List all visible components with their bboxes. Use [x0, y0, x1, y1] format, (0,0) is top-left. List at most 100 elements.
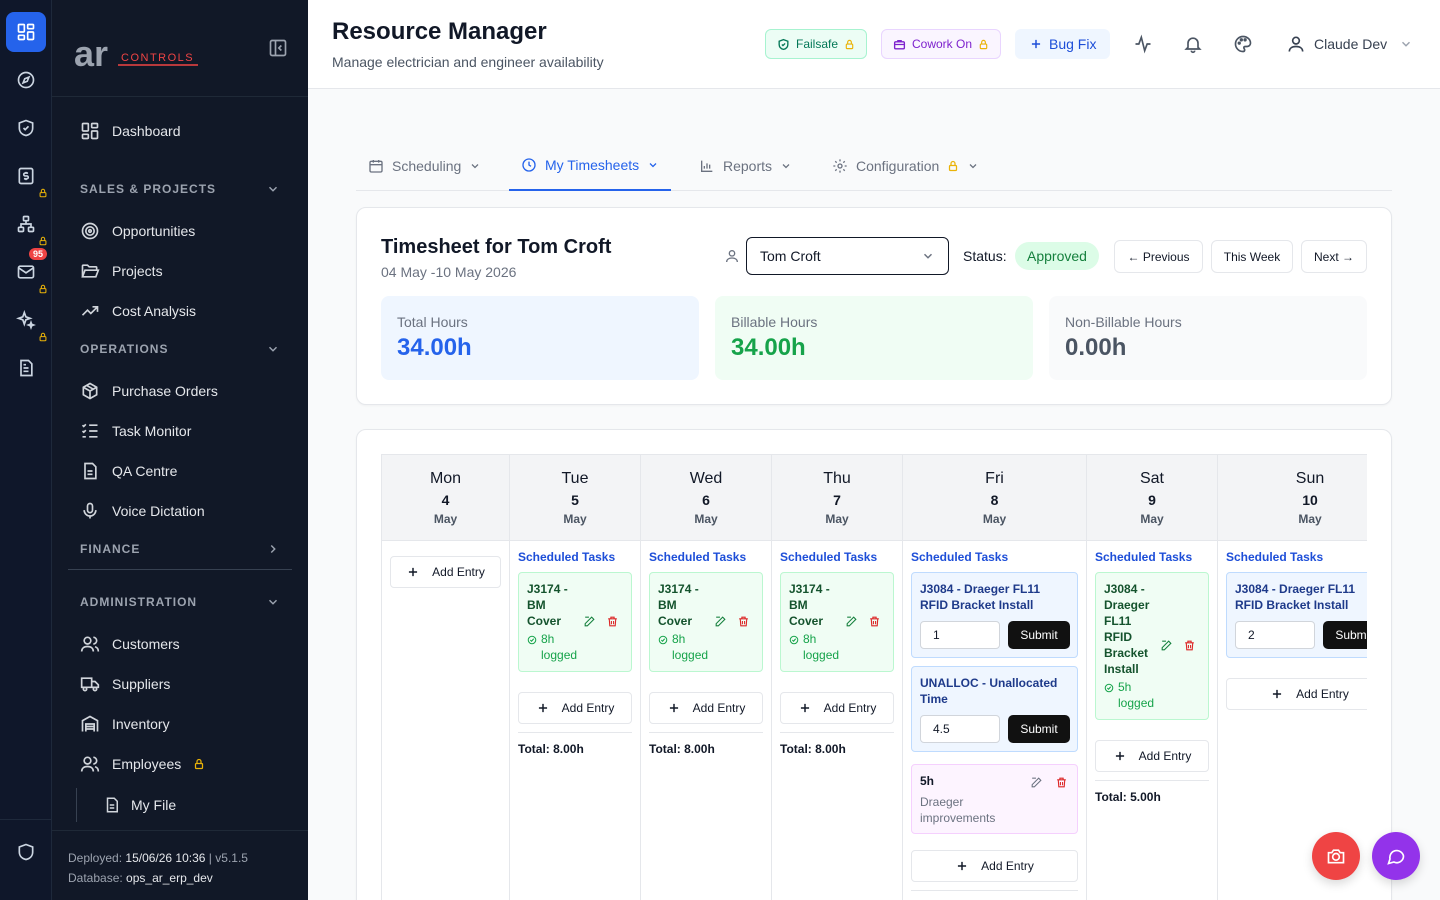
previous-week-button[interactable]: ← Previous — [1114, 240, 1203, 273]
add-entry-button[interactable]: Add Entry — [518, 692, 632, 724]
section-operations[interactable]: OPERATIONS — [80, 342, 280, 356]
lock-icon — [39, 188, 47, 198]
mail-icon[interactable] — [6, 252, 46, 292]
bug-fix-button[interactable]: Bug Fix — [1015, 29, 1111, 59]
database-label: Database: — [68, 871, 123, 885]
dashboard-grid-icon[interactable] — [6, 12, 46, 52]
collapse-sidebar-icon[interactable] — [268, 38, 288, 58]
trash-icon[interactable] — [606, 615, 619, 628]
section-label: SALES & PROJECTS — [80, 182, 217, 196]
palette-icon[interactable] — [1233, 34, 1253, 54]
org-chart-icon[interactable] — [6, 204, 46, 244]
trash-icon[interactable] — [737, 615, 750, 628]
scheduled-task-card[interactable]: UNALLOC - Unallocated Time 4.5 Submit — [911, 666, 1078, 752]
user-name: Claude Dev — [1314, 36, 1388, 52]
check-circle-icon — [789, 635, 799, 645]
screenshot-button[interactable] — [1312, 832, 1360, 880]
chevron-down-icon — [1402, 41, 1411, 47]
day-column-sun: Sun 10 May Scheduled Tasks J3084 - Draeg… — [1218, 455, 1367, 900]
failsafe-button[interactable]: Failsafe — [765, 29, 868, 59]
tab-my-timesheets[interactable]: My Timesheets — [509, 140, 672, 191]
submit-button[interactable]: Submit — [1008, 715, 1070, 743]
check-circle-icon — [1104, 683, 1114, 693]
scheduled-task-card[interactable]: J3174 - BM Cover 8h logged — [649, 572, 763, 672]
trash-icon[interactable] — [868, 615, 881, 628]
nav-dashboard[interactable]: Dashboard — [80, 119, 181, 143]
time-entry-card[interactable]: 5h Draeger improvements — [911, 764, 1078, 834]
nav-suppliers[interactable]: Suppliers — [80, 672, 170, 696]
tab-label: Configuration — [856, 157, 940, 174]
day-total: Total: 5.00h — [1095, 780, 1209, 804]
nav-customers[interactable]: Customers — [80, 632, 180, 656]
edit-icon[interactable] — [845, 615, 858, 628]
edit-icon[interactable] — [583, 615, 596, 628]
scheduled-task-card[interactable]: J3084 - Draeger FL11 RFID Bracket Install… — [1226, 572, 1367, 658]
nav-qa-centre[interactable]: QA Centre — [80, 459, 177, 483]
submit-button[interactable]: Submit — [1323, 621, 1367, 649]
edit-icon[interactable] — [1030, 776, 1043, 789]
add-entry-button[interactable]: Add Entry — [1226, 678, 1367, 710]
shield-check-icon[interactable] — [6, 108, 46, 148]
add-entry-button[interactable]: Add Entry — [911, 850, 1078, 882]
bug-fix-label: Bug Fix — [1049, 36, 1097, 52]
cowork-button[interactable]: Cowork On — [881, 29, 1002, 59]
tab-reports[interactable]: Reports — [687, 140, 804, 191]
deployed-label: Deployed: — [68, 851, 123, 865]
chevron-down-icon — [268, 346, 278, 352]
nav-projects[interactable]: Projects — [80, 259, 163, 283]
add-entry-button[interactable]: Add Entry — [1095, 740, 1209, 772]
nav-task-monitor[interactable]: Task Monitor — [80, 419, 191, 443]
compass-icon[interactable] — [6, 60, 46, 100]
shield-icon[interactable] — [6, 832, 46, 872]
hours-input[interactable]: 1 — [920, 621, 1000, 649]
chevron-right-icon — [270, 544, 276, 554]
submit-button[interactable]: Submit — [1008, 621, 1070, 649]
document-icon[interactable] — [6, 348, 46, 388]
add-entry-button[interactable]: Add Entry — [649, 692, 763, 724]
nav-opportunities[interactable]: Opportunities — [80, 219, 195, 243]
day-name: Tue — [561, 470, 589, 487]
trash-icon[interactable] — [1055, 776, 1068, 789]
tab-scheduling[interactable]: Scheduling — [356, 140, 493, 191]
next-week-button[interactable]: Next → — [1301, 240, 1367, 273]
bell-icon[interactable] — [1183, 34, 1203, 54]
nav-inventory[interactable]: Inventory — [80, 712, 170, 736]
activity-icon[interactable] — [1133, 34, 1153, 54]
nav-cost-analysis[interactable]: Cost Analysis — [80, 299, 196, 323]
trash-icon[interactable] — [1183, 639, 1196, 652]
page-title: Resource Manager — [332, 18, 547, 45]
section-sales-projects[interactable]: SALES & PROJECTS — [80, 182, 280, 196]
invoice-dollar-icon[interactable] — [6, 156, 46, 196]
employee-select[interactable]: Tom Croft — [746, 237, 949, 275]
add-entry-label: Add Entry — [432, 565, 485, 579]
day-header: Mon 4 May — [382, 455, 509, 541]
nav-employees[interactable]: Employees — [80, 752, 205, 776]
edit-icon[interactable] — [1160, 639, 1173, 652]
day-column-thu: Thu 7 May Scheduled Tasks J3174 - BM Cover… — [772, 455, 903, 900]
add-entry-button[interactable]: Add Entry — [780, 692, 894, 724]
section-finance[interactable]: FINANCE — [80, 542, 280, 556]
nav-voice-dictation[interactable]: Voice Dictation — [80, 499, 205, 523]
scheduled-task-card[interactable]: J3174 - BM Cover 8h logged — [780, 572, 894, 672]
add-entry-button[interactable]: Add Entry — [390, 556, 501, 588]
chat-button[interactable] — [1372, 832, 1420, 880]
sparkles-icon[interactable] — [6, 300, 46, 340]
day-number: 6 — [702, 492, 710, 508]
scheduled-task-card[interactable]: J3084 - Draeger FL11 RFID Bracket Install 5h l… — [1095, 572, 1209, 720]
this-week-button[interactable]: This Week — [1211, 240, 1293, 273]
scheduled-task-card[interactable]: J3174 - BM Cover 8h logged — [518, 572, 632, 672]
section-label: FINANCE — [80, 542, 141, 556]
tab-configuration[interactable]: Configuration — [820, 140, 991, 191]
nav-purchase-orders[interactable]: Purchase Orders — [80, 379, 218, 403]
day-name: Wed — [689, 470, 723, 487]
hours-input[interactable]: 4.5 — [920, 715, 1000, 743]
scheduled-task-card[interactable]: J3084 - Draeger FL11 RFID Bracket Install… — [911, 572, 1078, 658]
section-administration[interactable]: ADMINISTRATION — [80, 595, 280, 609]
nav-my-file[interactable]: My File — [76, 788, 306, 822]
svg-text:ar: ar — [74, 38, 108, 70]
hours-input[interactable]: 2 — [1235, 621, 1315, 649]
edit-icon[interactable] — [714, 615, 727, 628]
nav-label: Voice Dictation — [112, 503, 205, 519]
user-menu[interactable]: Claude Dev — [1286, 34, 1413, 54]
failsafe-label: Failsafe — [796, 37, 839, 51]
